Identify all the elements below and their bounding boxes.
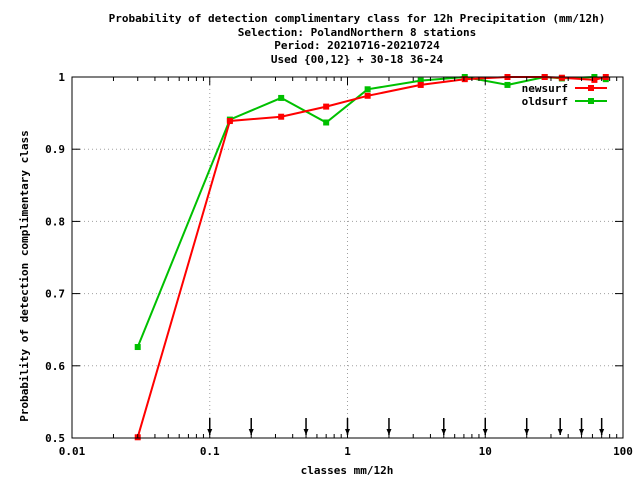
y-tick-label: 0.9 (45, 143, 65, 156)
plot-frame (71, 76, 624, 439)
series-point-oldsurf (504, 81, 511, 88)
class-marker-arrowhead (557, 429, 563, 435)
tick-labels: 0.01 0.1 1 10 100 0.5 0.6 0.7 0.8 0.9 1 (45, 71, 633, 458)
title-line-3: Period: 20210716-20210724 (274, 39, 440, 52)
series-line-oldsurf (136, 75, 606, 348)
title-line-1: Probability of detection complimentary c… (109, 12, 606, 25)
x-tick-label: 1 (344, 445, 351, 458)
legend-label-newsurf: newsurf (522, 82, 568, 95)
chart-title: Probability of detection complimentary c… (109, 12, 606, 66)
series-point-newsurf (558, 74, 565, 81)
y-tick-label: 0.7 (45, 288, 65, 301)
x-tick-label: 0.01 (59, 445, 86, 458)
series-point-newsurf (323, 103, 330, 110)
x-tick-label: 10 (479, 445, 492, 458)
title-line-4: Used {00,12} + 30-18 36-24 (271, 53, 444, 66)
y-tick-label: 0.5 (45, 432, 65, 445)
title-line-2: Selection: PolandNorthern 8 stations (238, 26, 476, 39)
class-marker-arrowhead (303, 429, 309, 435)
x-tick-label: 100 (613, 445, 633, 458)
series-point-newsurf (591, 76, 598, 83)
series-point-newsurf (417, 81, 424, 88)
y-tick-label: 0.8 (45, 215, 65, 228)
class-marker-arrowhead (441, 429, 447, 435)
series-layer (134, 74, 609, 441)
x-axis-label: classes mm/12h (301, 464, 394, 477)
series-point-oldsurf (417, 77, 424, 84)
series-point-oldsurf (278, 94, 285, 101)
grid (72, 77, 623, 438)
series-point-newsurf (226, 118, 233, 125)
series-point-oldsurf (134, 344, 141, 351)
x-tick-label: 0.1 (200, 445, 220, 458)
series-point-oldsurf (364, 86, 371, 93)
class-marker-arrowhead (579, 429, 585, 435)
series-point-newsurf (278, 113, 285, 120)
y-tick-label: 1 (58, 71, 65, 84)
series-point-oldsurf (323, 119, 330, 126)
y-tick-label: 0.6 (45, 360, 65, 373)
class-markers (207, 418, 605, 435)
class-marker-arrowhead (386, 429, 392, 435)
series-point-newsurf (461, 76, 468, 83)
class-marker-arrowhead (248, 429, 254, 435)
class-marker-arrowhead (524, 429, 530, 435)
legend-marker-oldsurf (588, 98, 594, 104)
series-line-newsurf (136, 76, 607, 438)
y-axis-label: Probability of detection complimentary c… (18, 130, 31, 421)
series-point-newsurf (364, 92, 371, 99)
legend-marker-newsurf (588, 85, 594, 91)
legend-label-oldsurf: oldsurf (522, 95, 568, 108)
class-marker-arrowhead (599, 429, 605, 435)
